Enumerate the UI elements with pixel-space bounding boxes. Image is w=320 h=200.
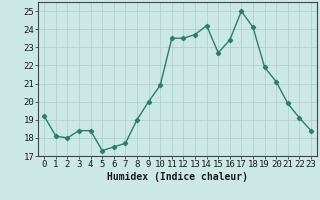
X-axis label: Humidex (Indice chaleur): Humidex (Indice chaleur) <box>107 172 248 182</box>
